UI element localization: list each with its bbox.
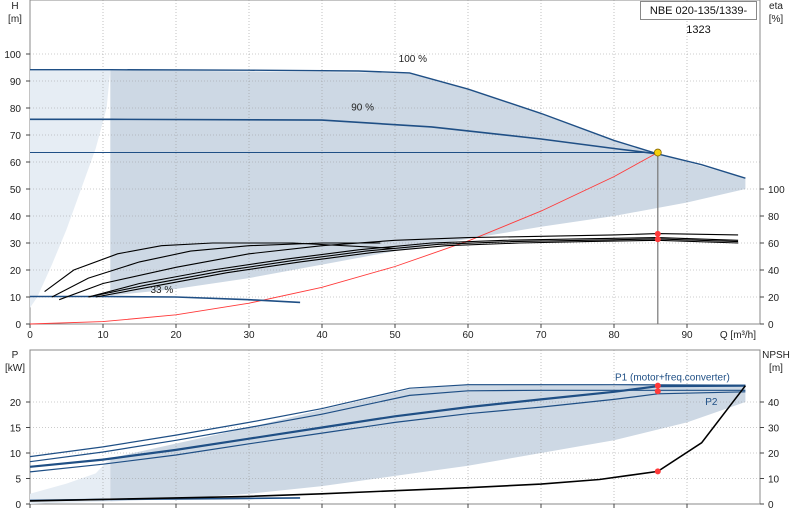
qh-envelope xyxy=(110,70,746,296)
qh-right-tick-label: 0 xyxy=(768,320,774,331)
power-curve-1 xyxy=(29,389,746,463)
qh-x-tick-label: 80 xyxy=(608,330,620,341)
qh-annotation-2: 33 % xyxy=(150,285,173,296)
qh-right-axis-unit: [%] xyxy=(769,14,784,25)
qh-efficiency-curve-0 xyxy=(51,242,381,298)
qh-efficiency-curve-1 xyxy=(44,242,396,293)
qh-speed-curve-1 xyxy=(30,118,658,155)
qh-left-tick-label: 20 xyxy=(10,266,22,277)
power-right-tick-label: 30 xyxy=(768,424,780,435)
qh-chart-group: 0 10 20 30 40 50 60 70 80 90 100 0 20 40 60 80 100 0 10 20 3… xyxy=(4,0,785,341)
power-right-tick-label: 40 xyxy=(768,398,780,409)
qh-left-tick-label: 10 xyxy=(10,293,22,304)
power-light-region xyxy=(30,458,111,504)
power-right-tick-label: 10 xyxy=(768,475,780,486)
power-left-tick-label: 0 xyxy=(15,500,21,511)
power-left-tick-label: 10 xyxy=(10,449,22,460)
qh-right-tick-label: 20 xyxy=(768,293,780,304)
power-left-tick-label: 20 xyxy=(10,398,22,409)
qh-speed-curve-0 xyxy=(30,69,746,179)
qh-x-axis-label: Q [m³/h] xyxy=(720,330,756,341)
qh-left-tick-label: 100 xyxy=(4,50,21,61)
qh-light-region xyxy=(30,70,111,308)
qh-x-tick-label: 40 xyxy=(316,330,328,341)
power-left-tick-label: 5 xyxy=(15,475,21,486)
model-label: NBE 020-135/1339-1323 xyxy=(640,1,757,36)
qh-left-axis-label: H xyxy=(11,1,18,12)
qh-right-tick-label: 100 xyxy=(768,185,785,196)
qh-right-tick-label: 40 xyxy=(768,266,780,277)
qh-system-curve xyxy=(29,152,659,325)
qh-x-tick-label: 20 xyxy=(170,330,182,341)
qh-x-tick-label: 0 xyxy=(27,330,33,341)
power-right-axis-label: NPSH xyxy=(762,350,790,361)
qh-left-tick-label: 60 xyxy=(10,158,22,169)
qh-right-tick-label: 80 xyxy=(768,212,780,223)
power-left-axis-unit: [kW] xyxy=(5,363,25,374)
power-marker-2 xyxy=(654,468,661,475)
qh-x-tick-label: 70 xyxy=(535,330,547,341)
qh-left-tick-label: 80 xyxy=(10,104,22,115)
qh-left-tick-label: 30 xyxy=(10,239,22,250)
power-chart-group: 0 5 10 15 20 0 10 20 30 40 P [kW] NPSH [m] P1 (motor+f… xyxy=(5,349,790,511)
power-curve-label-1: P2 xyxy=(705,397,718,408)
power-left-axis-label: P xyxy=(12,350,19,361)
power-marker-1 xyxy=(654,388,661,395)
power-envelope xyxy=(110,384,746,502)
qh-x-tick-label: 90 xyxy=(681,330,693,341)
qh-operating-point xyxy=(653,148,662,157)
qh-speed-curve-2 xyxy=(30,295,301,304)
qh-left-tick-label: 70 xyxy=(10,131,22,142)
power-curve-3 xyxy=(29,391,746,473)
qh-efficiency-marker-1 xyxy=(654,236,661,243)
qh-efficiency-curve-5 xyxy=(95,239,739,298)
power-curve-2 xyxy=(29,384,746,468)
qh-annotation-0: 100 % xyxy=(399,54,427,65)
qh-x-tick-label: 10 xyxy=(97,330,109,341)
qh-efficiency-curve-3 xyxy=(88,237,739,298)
qh-right-tick-label: 60 xyxy=(768,239,780,250)
power-right-axis-unit: [m] xyxy=(769,363,783,374)
qh-efficiency-curve-2 xyxy=(59,233,739,301)
power-marker-0 xyxy=(654,382,661,389)
power-left-tick-label: 15 xyxy=(10,424,22,435)
power-curve-0 xyxy=(29,384,746,458)
power-curve-label-0: P1 (motor+freq.converter) xyxy=(615,373,730,384)
qh-left-tick-label: 0 xyxy=(15,320,21,331)
power-right-tick-label: 20 xyxy=(768,449,780,460)
qh-x-tick-label: 50 xyxy=(389,330,401,341)
qh-annotation-1: 90 % xyxy=(351,103,374,114)
qh-x-tick-label: 60 xyxy=(462,330,474,341)
power-right-tick-label: 0 xyxy=(768,500,774,511)
qh-left-tick-label: 50 xyxy=(10,185,22,196)
qh-efficiency-marker-0 xyxy=(654,230,661,237)
qh-x-tick-label: 30 xyxy=(243,330,255,341)
qh-left-tick-label: 40 xyxy=(10,212,22,223)
qh-efficiency-curve-4 xyxy=(88,238,739,298)
qh-left-axis-unit: [m] xyxy=(8,14,22,25)
qh-right-axis-label: eta xyxy=(769,1,783,12)
qh-left-tick-label: 90 xyxy=(10,77,22,88)
